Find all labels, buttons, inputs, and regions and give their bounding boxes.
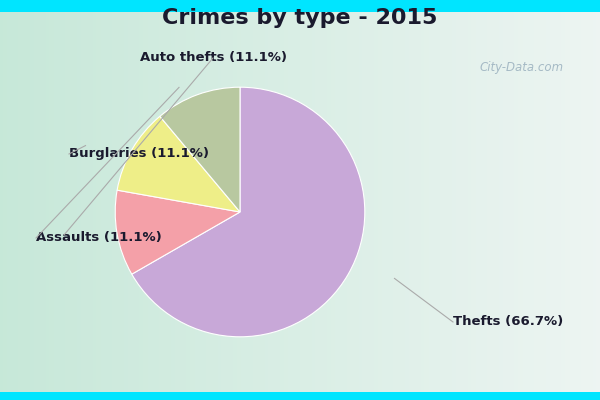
Text: Burglaries (11.1%): Burglaries (11.1%) bbox=[69, 148, 209, 160]
Wedge shape bbox=[132, 87, 365, 337]
Wedge shape bbox=[117, 116, 240, 212]
Text: Assaults (11.1%): Assaults (11.1%) bbox=[36, 232, 162, 244]
Text: Crimes by type - 2015: Crimes by type - 2015 bbox=[163, 8, 437, 28]
Text: Thefts (66.7%): Thefts (66.7%) bbox=[453, 316, 563, 328]
Wedge shape bbox=[160, 87, 240, 212]
Text: City-Data.com: City-Data.com bbox=[480, 62, 564, 74]
Text: Auto thefts (11.1%): Auto thefts (11.1%) bbox=[139, 52, 287, 64]
Wedge shape bbox=[115, 190, 240, 274]
